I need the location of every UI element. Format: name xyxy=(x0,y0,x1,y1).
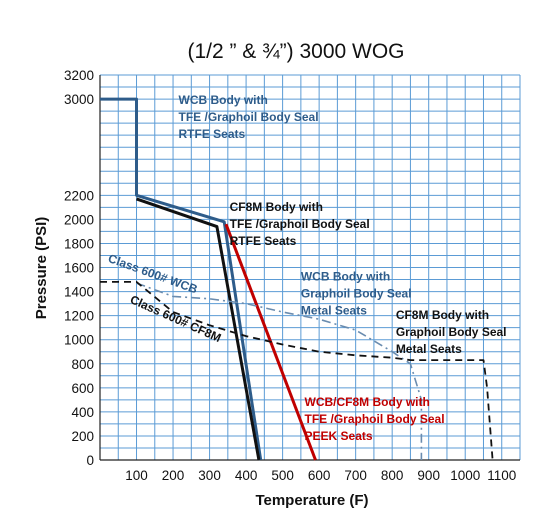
annotation-line: Graphoil Body Seal xyxy=(396,325,507,339)
y-tick-label: 400 xyxy=(71,405,94,420)
x-tick-label: 100 xyxy=(125,468,148,483)
annotation-line: CF8M Body with xyxy=(230,200,323,214)
chart-title: (1/2 ” & ¾”) 3000 WOG xyxy=(187,40,404,63)
y-tick-label: 1600 xyxy=(64,261,94,276)
annotation-line: TFE /Graphoil Body Seal xyxy=(230,217,370,231)
annotation-line: TFE /Graphoil Body Seal xyxy=(179,110,319,124)
series-cf8m-tfe-rtfe xyxy=(136,197,261,461)
annotation-1: CF8M Body with TFE /Graphoil Body Seal RTF… xyxy=(230,200,370,248)
x-tick-label: 900 xyxy=(417,468,440,483)
x-tick-label: 800 xyxy=(381,468,404,483)
y-tick-label: 3000 xyxy=(64,92,94,107)
y-tick-label: 0 xyxy=(86,453,94,468)
x-tick-label: 400 xyxy=(235,468,258,483)
annotation-line: Metal Seats xyxy=(301,304,367,318)
y-tick-label: 2200 xyxy=(64,188,94,203)
annotation-line: TFE /Graphoil Body Seal xyxy=(305,412,445,426)
x-tick-label: 1000 xyxy=(450,468,480,483)
y-tick-label: 1200 xyxy=(64,309,94,324)
y-tick-label: 1400 xyxy=(64,285,94,300)
annotation-3: CF8M Body with Graphoil Body Seal Metal Se… xyxy=(396,308,507,356)
annotation-line: PEEK Seats xyxy=(305,429,373,443)
series-class-600-wcb xyxy=(136,282,423,460)
x-tick-label: 300 xyxy=(198,468,221,483)
annotation-line: Graphoil Body Seal xyxy=(301,287,412,301)
axes xyxy=(99,75,520,461)
series-lines xyxy=(100,97,494,461)
annotation-line: Metal Seats xyxy=(396,342,462,356)
annotation-line: RTFE Seats xyxy=(230,234,297,248)
y-tick-label: 800 xyxy=(71,357,94,372)
annotation-4: WCB/CF8M Body with TFE /Graphoil Body Sea… xyxy=(305,395,445,443)
series-class-600-cf8m xyxy=(100,280,494,461)
x-tick-label: 500 xyxy=(271,468,294,483)
annotation-0: WCB Body with TFE /Graphoil Body Seal RTFE… xyxy=(179,93,319,141)
y-tick-label: 3200 xyxy=(64,68,94,83)
annotation-line: RTFE Seats xyxy=(179,127,246,141)
series-wcb-tfe-rtfe xyxy=(100,97,263,461)
y-tick-label: 2000 xyxy=(64,212,94,227)
y-tick-label: 1000 xyxy=(64,333,94,348)
annotation-line: WCB Body with xyxy=(179,93,268,107)
annotation-line: WCB/CF8M Body with xyxy=(305,395,430,409)
annotation-line: WCB Body with xyxy=(301,270,390,284)
y-axis-label: Pressure (PSI) xyxy=(33,217,50,320)
x-tick-label: 200 xyxy=(162,468,185,483)
rotated-label-1: Class 600# CF8M xyxy=(128,292,223,345)
y-tick-label: 600 xyxy=(71,381,94,396)
x-tick-label: 700 xyxy=(344,468,367,483)
x-tick-label: 1100 xyxy=(487,468,516,483)
tick-labels: 100 200 300 400 500 600 700 800 900 1000 1100 0 200 4… xyxy=(64,68,516,483)
y-tick-label: 200 xyxy=(71,429,94,444)
x-axis-label: Temperature (F) xyxy=(255,492,368,509)
y-tick-label: 1800 xyxy=(64,236,94,251)
rotated-label-0: Class 600# WCB xyxy=(106,251,199,296)
annotation-2: WCB Body with Graphoil Body Seal Metal Sea… xyxy=(301,270,412,318)
annotation-line: CF8M Body with xyxy=(396,308,489,322)
x-tick-label: 600 xyxy=(308,468,331,483)
